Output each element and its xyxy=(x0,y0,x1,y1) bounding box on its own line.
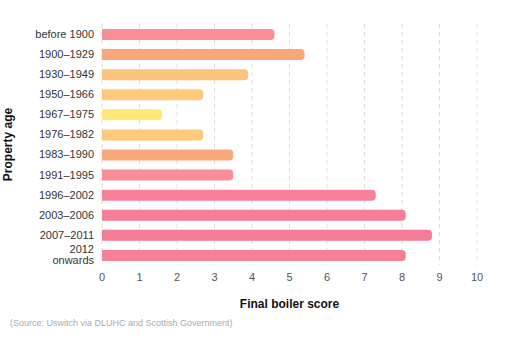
svg-text:Final boiler score: Final boiler score xyxy=(240,297,340,311)
svg-text:7: 7 xyxy=(361,271,367,283)
html-text:(Source: Uswitch via DLUHC and: (Source: Uswitch via DLUHC and Scottish … xyxy=(10,318,233,328)
svg-text:1967–1975: 1967–1975 xyxy=(39,108,94,120)
svg-text:1976–1982: 1976–1982 xyxy=(39,128,94,140)
svg-text:1996–2002: 1996–2002 xyxy=(39,189,94,201)
svg-text:1950–1966: 1950–1966 xyxy=(39,88,94,100)
svg-text:10: 10 xyxy=(471,271,483,283)
svg-text:9: 9 xyxy=(436,271,442,283)
svg-text:1930–1949: 1930–1949 xyxy=(39,68,94,80)
svg-text:8: 8 xyxy=(399,271,405,283)
svg-text:6: 6 xyxy=(324,271,330,283)
svg-text:2: 2 xyxy=(174,271,180,283)
svg-text:Property age: Property age xyxy=(8,107,15,181)
svg-text:1991–1995: 1991–1995 xyxy=(39,169,94,181)
svg-text:2012onwards: 2012onwards xyxy=(52,243,94,266)
svg-text:2007–2011: 2007–2011 xyxy=(40,229,94,241)
svg-text:0: 0 xyxy=(99,271,105,283)
svg-text:1900–1929: 1900–1929 xyxy=(39,48,94,60)
svg-text:5: 5 xyxy=(286,271,292,283)
svg-text:before 1900: before 1900 xyxy=(35,28,94,40)
svg-text:4: 4 xyxy=(249,271,255,283)
svg-text:1983–1990: 1983–1990 xyxy=(39,148,94,160)
svg-text:1: 1 xyxy=(136,271,142,283)
svg-text:2003–2006: 2003–2006 xyxy=(39,209,94,221)
svg-text:3: 3 xyxy=(211,271,217,283)
